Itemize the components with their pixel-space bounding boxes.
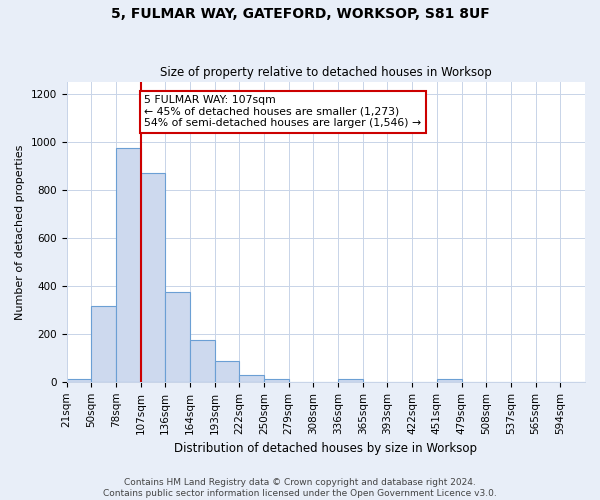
X-axis label: Distribution of detached houses by size in Worksop: Distribution of detached houses by size … xyxy=(174,442,477,455)
Bar xyxy=(215,362,239,382)
Text: Contains HM Land Registry data © Crown copyright and database right 2024.
Contai: Contains HM Land Registry data © Crown c… xyxy=(103,478,497,498)
Title: Size of property relative to detached houses in Worksop: Size of property relative to detached ho… xyxy=(160,66,491,80)
Bar xyxy=(437,378,461,382)
Bar xyxy=(165,292,190,382)
Bar xyxy=(67,380,91,382)
Bar xyxy=(140,173,165,382)
Bar xyxy=(264,380,289,382)
Text: 5 FULMAR WAY: 107sqm
← 45% of detached houses are smaller (1,273)
54% of semi-de: 5 FULMAR WAY: 107sqm ← 45% of detached h… xyxy=(144,95,421,128)
Bar xyxy=(116,148,140,382)
Bar xyxy=(338,379,363,382)
Text: 5, FULMAR WAY, GATEFORD, WORKSOP, S81 8UF: 5, FULMAR WAY, GATEFORD, WORKSOP, S81 8U… xyxy=(110,8,490,22)
Bar xyxy=(91,306,116,382)
Y-axis label: Number of detached properties: Number of detached properties xyxy=(15,144,25,320)
Bar xyxy=(190,340,215,382)
Bar xyxy=(239,376,264,382)
